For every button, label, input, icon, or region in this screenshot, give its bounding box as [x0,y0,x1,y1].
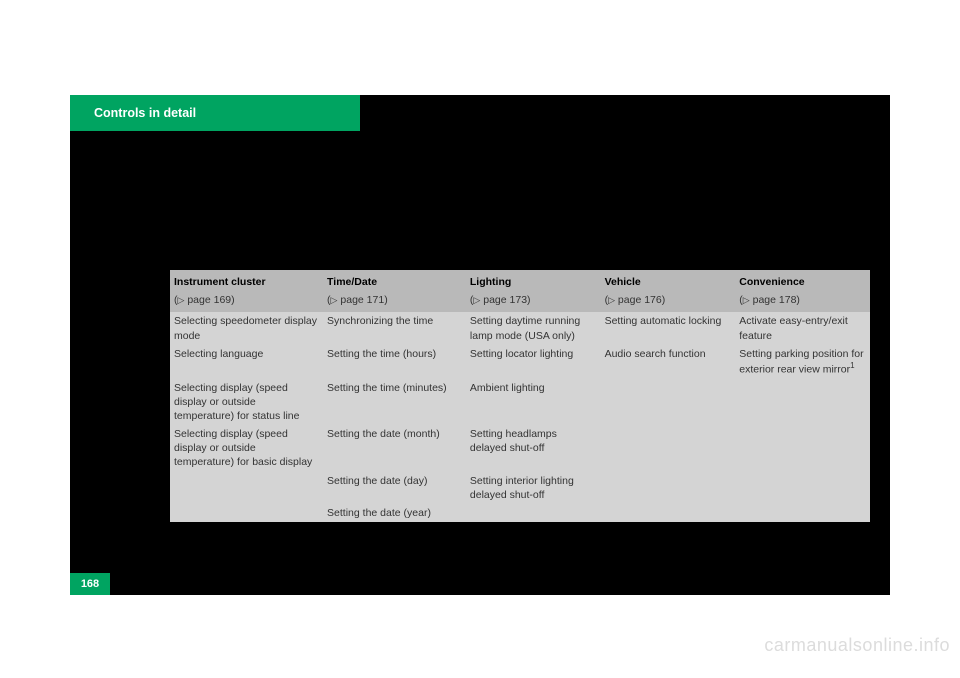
page-ref: (▷ page 173) [466,291,601,312]
cell [735,425,870,472]
page-ref: (▷ page 176) [601,291,736,312]
cell: Selecting display (speed display or outs… [170,379,323,426]
cell: Selecting speedometer display mode [170,312,323,344]
col-header: Vehicle [601,270,736,291]
table-row: Setting the date (year) [170,504,870,522]
col-header: Convenience [735,270,870,291]
cell [601,425,736,472]
triangle-icon: ▷ [743,294,750,306]
triangle-icon: ▷ [608,294,615,306]
manual-page: Controls in detail Instrument cluster Ti… [70,95,890,595]
cell: Setting the date (year) [323,504,466,522]
cell: Synchronizing the time [323,312,466,344]
page-ref: (▷ page 178) [735,291,870,312]
cell [170,472,323,504]
col-header: Lighting [466,270,601,291]
cell [735,504,870,522]
cell: Setting parking position for exterior re… [735,345,870,379]
cell [466,504,601,522]
table-pageref-row: (▷ page 169) (▷ page 171) (▷ page 173) (… [170,291,870,312]
cell: Selecting display (speed display or outs… [170,425,323,472]
settings-table: Instrument cluster Time/Date Lighting Ve… [170,270,870,522]
table-row: Selecting display (speed display or outs… [170,425,870,472]
cell: Setting headlamps delayed shut-off [466,425,601,472]
table-row: Selecting language Setting the time (hou… [170,345,870,379]
page-number-box: 168 [70,573,110,595]
cell [601,504,736,522]
cell [601,472,736,504]
page-ref: (▷ page 171) [323,291,466,312]
page-ref: (▷ page 169) [170,291,323,312]
col-header: Instrument cluster [170,270,323,291]
cell: Audio search function [601,345,736,379]
cell [735,472,870,504]
table-row: Selecting display (speed display or outs… [170,379,870,426]
triangle-icon: ▷ [473,294,480,306]
cell [735,379,870,426]
cell: Setting the date (month) [323,425,466,472]
triangle-icon: ▷ [178,294,185,306]
section-header-bar: Controls in detail [70,95,360,131]
page-number: 168 [81,578,99,590]
cell: Activate easy-entry/exit feature [735,312,870,344]
cell [601,379,736,426]
cell: Selecting language [170,345,323,379]
table-row: Selecting speedometer display mode Synch… [170,312,870,344]
cell [170,504,323,522]
cell: Setting interior lighting delayed shut-o… [466,472,601,504]
cell: Setting locator lighting [466,345,601,379]
triangle-icon: ▷ [331,294,338,306]
footnote-mark: 1 [850,361,854,370]
table-header-row: Instrument cluster Time/Date Lighting Ve… [170,270,870,291]
cell: Setting the date (day) [323,472,466,504]
cell: Setting the time (minutes) [323,379,466,426]
cell: Setting the time (hours) [323,345,466,379]
cell: Setting automatic locking [601,312,736,344]
cell: Ambient lighting [466,379,601,426]
cell: Setting daytime running lamp mode (USA o… [466,312,601,344]
watermark: carmanualsonline.info [764,635,950,656]
section-header-title: Controls in detail [94,106,196,120]
table-row: Setting the date (day) Setting interior … [170,472,870,504]
col-header: Time/Date [323,270,466,291]
